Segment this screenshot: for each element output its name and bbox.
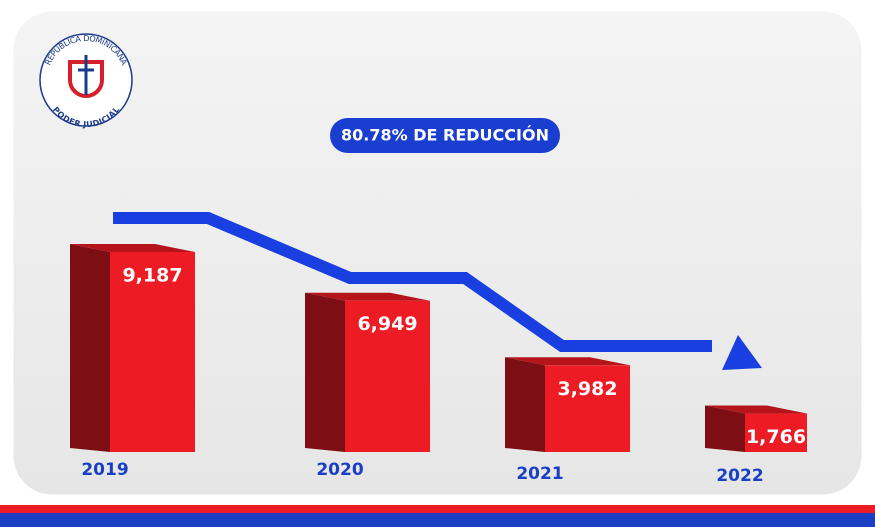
bar-top (70, 244, 195, 252)
value-label: 6,949 (357, 313, 417, 335)
x-tick-label: 2022 (716, 466, 763, 486)
bar (545, 365, 630, 452)
value-label: 1,766 (746, 426, 806, 448)
logo-shield (68, 60, 104, 98)
bar (345, 300, 430, 452)
red-stripe (0, 505, 875, 513)
bar-side (705, 405, 745, 452)
value-label: 3,982 (557, 378, 617, 400)
bars: 9,187 2019 6,949 2020 3,982 2021 1,766 2022 (70, 244, 807, 486)
x-tick-label: 2020 (316, 460, 363, 480)
logo-cross (78, 55, 94, 95)
x-tick-label: 2021 (516, 464, 563, 484)
bar-top (305, 292, 430, 301)
bar-side (70, 244, 110, 452)
annotation: 80.78% DE REDUCCIÓN (341, 126, 549, 145)
trend-arrow (113, 212, 712, 352)
bar (745, 413, 807, 452)
value-label: 9,187 (122, 265, 182, 287)
trend-arrowhead (722, 335, 762, 370)
bar-top (505, 357, 630, 366)
bar (110, 252, 195, 452)
bar-top (705, 405, 807, 414)
bar-side (505, 357, 545, 452)
blue-stripe (0, 513, 875, 527)
x-tick-label: 2019 (81, 460, 128, 480)
annotation-pill (330, 118, 560, 153)
bar-side (305, 292, 345, 452)
panel (10, 8, 865, 498)
